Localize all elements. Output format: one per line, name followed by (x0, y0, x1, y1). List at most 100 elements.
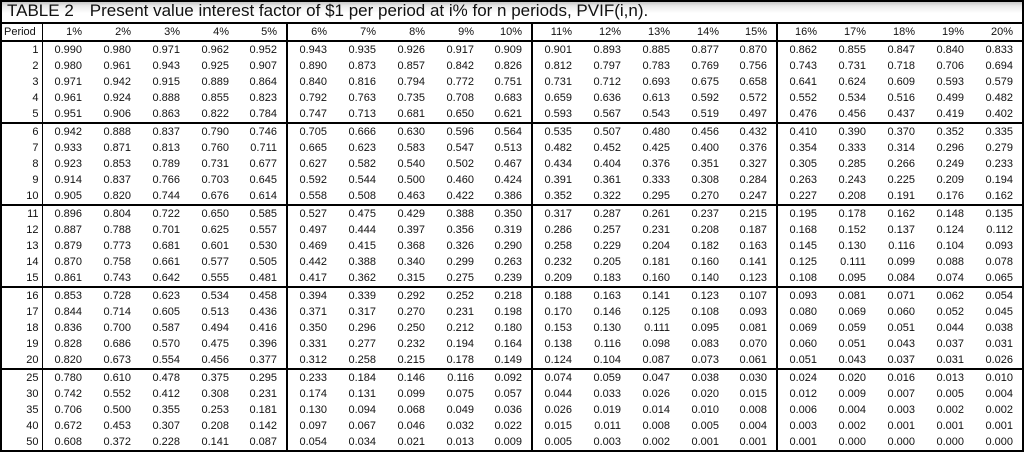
value-cell: 0.961 (103, 60, 131, 72)
value-cell: 0.980 (103, 44, 131, 56)
value-cell: 0.505 (238, 254, 288, 270)
value-cell: 0.021 (397, 436, 425, 448)
value-cell: 0.049 (446, 404, 474, 416)
value-cell: 0.308 (201, 388, 229, 400)
value-cell: 0.896 (54, 208, 82, 220)
value-cell: 0.131 (348, 388, 376, 400)
value-cell: 0.820 (42, 352, 91, 370)
value-cell: 0.095 (691, 322, 719, 334)
value-cell: 0.125 (789, 256, 817, 268)
col-header-rate-20%: 20% (973, 24, 1022, 42)
value-cell: 0.592 (691, 92, 719, 104)
value-cell: 0.160 (691, 256, 719, 268)
period-cell: 15 (2, 270, 43, 288)
value-cell: 0.784 (238, 106, 288, 124)
value-cell: 0.354 (789, 142, 817, 154)
col-header-rate-6%: 6% (287, 24, 336, 42)
value-cell: 0.001 (789, 436, 817, 448)
value-cell: 0.516 (887, 92, 915, 104)
value-cell: 0.837 (103, 174, 131, 186)
value-cell: 0.231 (642, 224, 670, 236)
period-cell: 9 (2, 172, 43, 188)
value-cell: 0.417 (287, 270, 336, 288)
value-cell: 0.890 (299, 60, 327, 72)
value-cell: 0.123 (728, 270, 778, 288)
table-number: TABLE 2 (7, 2, 74, 20)
value-cell: 0.746 (238, 123, 288, 140)
value-cell: 0.141 (201, 436, 229, 448)
value-cell: 0.068 (397, 404, 425, 416)
value-cell: 0.475 (201, 338, 229, 350)
value-cell: 0.312 (287, 352, 336, 370)
value-cell: 0.925 (201, 60, 229, 72)
value-cell: 0.842 (446, 60, 474, 72)
value-cell: 0.756 (728, 58, 778, 74)
value-cell: 0.043 (826, 352, 875, 370)
value-cell: 0.650 (201, 208, 229, 220)
value-cell: 0.659 (544, 92, 572, 104)
value-cell: 0.370 (887, 126, 915, 138)
value-cell: 0.362 (336, 270, 385, 288)
value-cell: 0.045 (985, 306, 1013, 318)
value-cell: 0.943 (152, 60, 180, 72)
value-cell: 0.075 (446, 388, 474, 400)
value-cell: 0.386 (483, 188, 533, 206)
value-cell: 0.502 (446, 158, 474, 170)
value-cell: 0.007 (887, 388, 915, 400)
col-header-period: Period (2, 24, 43, 42)
value-cell: 0.146 (593, 306, 621, 318)
value-cell: 0.889 (201, 76, 229, 88)
value-cell: 0.942 (54, 126, 82, 138)
value-cell: 0.672 (54, 420, 82, 432)
col-header-rate-17%: 17% (826, 24, 875, 42)
value-cell: 0.943 (299, 44, 327, 56)
value-cell: 0.742 (54, 388, 82, 400)
value-cell: 0.877 (691, 44, 719, 56)
value-cell: 0.534 (201, 290, 229, 302)
value-cell: 0.261 (642, 208, 670, 220)
value-cell: 0.008 (728, 402, 778, 418)
col-header-rate-18%: 18% (875, 24, 924, 42)
value-cell: 0.067 (348, 420, 376, 432)
col-header-rate-12%: 12% (581, 24, 630, 42)
value-cell: 0.116 (594, 338, 621, 350)
value-cell: 0.499 (936, 92, 964, 104)
period-cell: 7 (2, 140, 43, 156)
value-cell: 0.164 (483, 336, 533, 352)
value-cell: 0.951 (42, 106, 91, 124)
value-cell: 0.148 (936, 208, 964, 220)
value-cell: 0.001 (728, 434, 778, 450)
value-cell: 0.661 (152, 256, 180, 268)
value-cell: 0.482 (985, 92, 1013, 104)
value-cell: 0.074 (924, 270, 973, 288)
value-cell: 0.870 (54, 256, 82, 268)
period-cell: 12 (2, 222, 43, 238)
value-cell: 0.388 (446, 208, 474, 220)
value-cell: 0.044 (544, 388, 572, 400)
table-row-period-20: 20 0.820 0.673 0.554 0.456 0.377 0.312 0.258 0.2… (2, 352, 1022, 370)
pvif-data-table: Period 1% 2% 3% 4% 5% 6% 7% 8% 9% 10% 11% 12% 13% 14% 1… (2, 24, 1022, 450)
value-cell: 0.557 (238, 222, 288, 238)
value-cell: 0.152 (838, 224, 866, 236)
value-cell: 0.038 (985, 322, 1013, 334)
value-cell: 0.047 (642, 372, 670, 384)
value-cell: 0.481 (238, 270, 288, 288)
value-cell: 0.396 (238, 336, 288, 352)
value-cell: 0.613 (642, 92, 670, 104)
value-cell: 0.623 (152, 290, 180, 302)
table-row-period-50: 50 0.608 0.372 0.228 0.141 0.087 0.054 0.034 0.0… (2, 434, 1022, 450)
period-cell: 17 (2, 304, 43, 320)
value-cell: 0.822 (189, 106, 238, 124)
value-cell: 0.933 (54, 142, 82, 154)
value-cell: 0.534 (838, 92, 866, 104)
value-cell: 0.705 (299, 126, 327, 138)
value-cell: 0.183 (581, 270, 630, 288)
value-cell: 0.424 (483, 172, 533, 188)
value-cell: 0.840 (936, 44, 964, 56)
value-cell: 0.731 (838, 60, 866, 72)
value-cell: 0.425 (642, 142, 670, 154)
value-cell: 0.287 (593, 208, 621, 220)
value-cell: 0.862 (789, 44, 817, 56)
value-cell: 0.888 (152, 92, 180, 104)
value-cell: 0.003 (887, 404, 915, 416)
